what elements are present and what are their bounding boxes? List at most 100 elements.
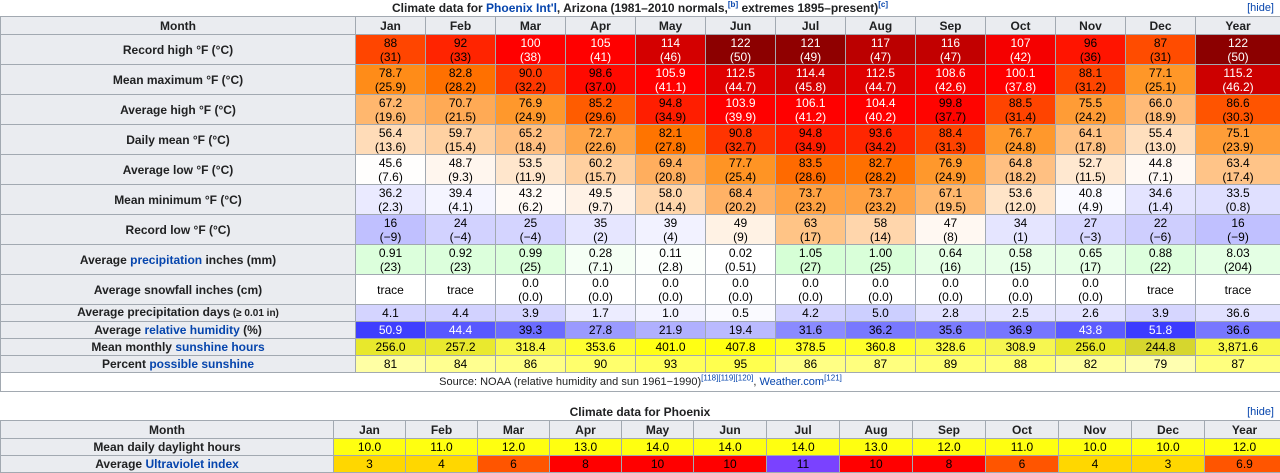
data-cell: 257.2 <box>426 339 496 356</box>
row-label: Mean minimum °F (°C) <box>1 185 356 215</box>
data-cell: 53.5(11.9) <box>496 155 566 185</box>
data-cell: 31.6 <box>776 322 846 339</box>
data-cell: 10 <box>694 456 767 473</box>
data-cell: 121(49) <box>776 35 846 65</box>
data-cell: 59.7(15.4) <box>426 125 496 155</box>
footnote-b[interactable]: [b] <box>728 0 738 9</box>
column-header: Aug <box>846 17 916 35</box>
row-label: Percent possible sunshine <box>1 356 356 373</box>
data-cell: 82.7(28.2) <box>846 155 916 185</box>
row-label-link[interactable]: precipitation <box>130 253 202 267</box>
data-cell: 116(47) <box>916 35 986 65</box>
data-cell: 14.0 <box>622 439 694 456</box>
data-cell: 83.5(28.6) <box>776 155 846 185</box>
data-cell: 112.5(44.7) <box>706 65 776 95</box>
data-cell: 112.5(44.7) <box>846 65 916 95</box>
data-cell: 1.7 <box>566 305 636 322</box>
data-cell: 22(−6) <box>1126 215 1196 245</box>
data-cell: 106.1(41.2) <box>776 95 846 125</box>
data-cell: 90.0(32.2) <box>496 65 566 95</box>
column-header: Feb <box>406 421 478 439</box>
column-header: Apr <box>566 17 636 35</box>
data-cell: 94.8(34.9) <box>636 95 706 125</box>
row-label-link[interactable]: relative humidity <box>144 323 239 337</box>
data-cell: 60.2(15.7) <box>566 155 636 185</box>
data-cell: 0.99(25) <box>496 245 566 275</box>
row-label-link[interactable]: possible sunshine <box>149 357 254 371</box>
column-header: Dec <box>1126 17 1196 35</box>
footnote-c[interactable]: [c] <box>878 0 888 9</box>
row-label: Average high °F (°C) <box>1 95 356 125</box>
data-cell: 8.03(204) <box>1196 245 1280 275</box>
data-cell: 0.0(0.0) <box>1056 275 1126 305</box>
data-cell: 4 <box>406 456 478 473</box>
data-cell: 40.8(4.9) <box>1056 185 1126 215</box>
data-cell: 0.0(0.0) <box>566 275 636 305</box>
weather-com-link[interactable]: Weather.com <box>759 376 824 388</box>
data-cell: 34(1) <box>986 215 1056 245</box>
data-cell: 256.0 <box>1056 339 1126 356</box>
data-cell: 64.1(17.8) <box>1056 125 1126 155</box>
phoenix-intl-link[interactable]: Phoenix Int'l <box>486 1 557 15</box>
data-cell: 95 <box>706 356 776 373</box>
data-cell: 82.8(28.2) <box>426 65 496 95</box>
hide-toggle[interactable]: [hide] <box>1247 0 1274 16</box>
data-cell: 105.9(41.1) <box>636 65 706 95</box>
data-cell: 25(−4) <box>496 215 566 245</box>
column-header: Oct <box>986 17 1056 35</box>
data-cell: 73.7(23.2) <box>846 185 916 215</box>
data-cell: 77.7(25.4) <box>706 155 776 185</box>
data-cell: 0.65(17) <box>1056 245 1126 275</box>
data-cell: 34.6(1.4) <box>1126 185 1196 215</box>
data-cell: 0.0(0.0) <box>986 275 1056 305</box>
source-ref-121[interactable]: [121] <box>824 373 842 382</box>
hide-toggle-2[interactable]: [hide] <box>1247 404 1274 420</box>
data-cell: 82.1(27.8) <box>636 125 706 155</box>
data-cell: 63(17) <box>776 215 846 245</box>
table-caption: Climate data for Phoenix Int'l, Arizona … <box>0 0 1280 16</box>
column-header: Jun <box>706 17 776 35</box>
data-cell: 24(−4) <box>426 215 496 245</box>
data-cell: 99.8(37.7) <box>916 95 986 125</box>
data-cell: 0.02(0.51) <box>706 245 776 275</box>
data-cell: 70.7(21.5) <box>426 95 496 125</box>
data-cell: 86.6(30.3) <box>1196 95 1280 125</box>
row-label-link[interactable]: sunshine hours <box>175 340 264 354</box>
source-refs[interactable]: [118][119][120] <box>701 373 753 382</box>
data-cell: 353.6 <box>566 339 636 356</box>
data-cell: 96(36) <box>1056 35 1126 65</box>
climate-table-1: Climate data for Phoenix Int'l, Arizona … <box>0 0 1280 392</box>
data-cell: 87 <box>1196 356 1280 373</box>
row-label-link[interactable]: Ultraviolet index <box>145 457 238 471</box>
row-label: Daily mean °F (°C) <box>1 125 356 155</box>
data-cell: 308.9 <box>986 339 1056 356</box>
data-cell: 76.9(24.9) <box>916 155 986 185</box>
data-cell: 52.7(11.5) <box>1056 155 1126 185</box>
column-header: Dec <box>1132 421 1205 439</box>
data-cell: 53.6(12.0) <box>986 185 1056 215</box>
data-cell: 0.11(2.8) <box>636 245 706 275</box>
data-cell: 100.1(37.8) <box>986 65 1056 95</box>
column-header: Aug <box>840 421 913 439</box>
column-header: Sep <box>913 421 986 439</box>
data-cell: 66.0(18.9) <box>1126 95 1196 125</box>
data-cell: 4.2 <box>776 305 846 322</box>
data-cell: 11 <box>767 456 840 473</box>
data-cell: 114(46) <box>636 35 706 65</box>
data-cell: 0.0(0.0) <box>636 275 706 305</box>
data-cell: 10.0 <box>334 439 406 456</box>
data-cell: 55.4(13.0) <box>1126 125 1196 155</box>
data-cell: 0.0(0.0) <box>496 275 566 305</box>
data-cell: 0.0(0.0) <box>776 275 846 305</box>
data-cell: 12.0 <box>913 439 986 456</box>
data-cell: 82 <box>1056 356 1126 373</box>
data-cell: 3.9 <box>496 305 566 322</box>
table-row: Average precipitation days (≥ 0.01 in)4.… <box>1 305 1280 322</box>
data-cell: 88 <box>986 356 1056 373</box>
data-cell: 86 <box>776 356 846 373</box>
data-cell: 58(14) <box>846 215 916 245</box>
column-header: Jan <box>356 17 426 35</box>
